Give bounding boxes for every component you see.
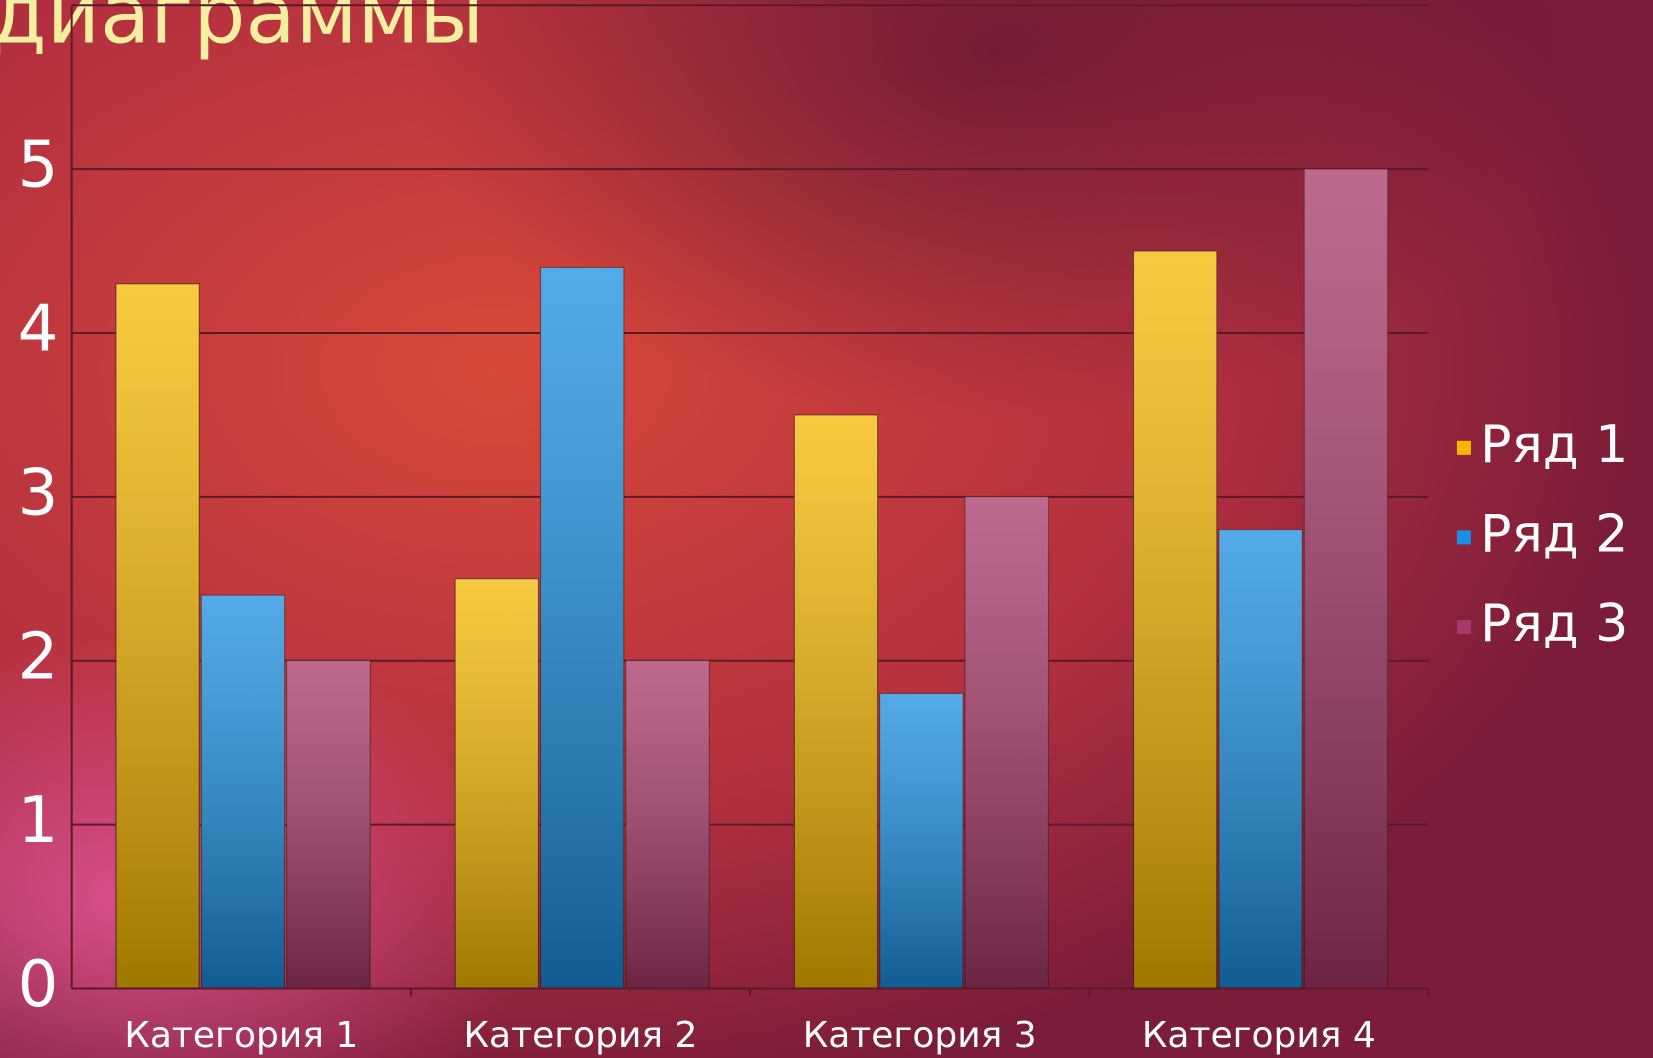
bar-shade — [965, 496, 1049, 989]
bar-shade — [1218, 529, 1303, 989]
x-tick-label: Категория 4 — [1142, 1015, 1376, 1056]
legend-label: Ряд 2 — [1480, 504, 1628, 564]
chart-title: диаграммы — [0, 0, 484, 62]
legend-swatch — [1456, 440, 1471, 455]
bar-shade — [625, 660, 710, 989]
bar-shade — [115, 283, 200, 989]
bar-shade — [879, 693, 964, 989]
y-tick-label: 0 — [18, 948, 59, 1022]
x-tick-label: Категория 1 — [124, 1015, 358, 1056]
legend-label: Ряд 3 — [1480, 594, 1628, 654]
legend-swatch — [1456, 530, 1471, 545]
legend-label: Ряд 1 — [1480, 415, 1628, 475]
bar-shade — [201, 595, 285, 989]
bar-shade — [1304, 169, 1388, 989]
x-tick-label: Категория 2 — [464, 1015, 698, 1056]
y-tick-label: 4 — [18, 293, 59, 367]
bar-shade — [794, 414, 878, 989]
y-tick-label: 5 — [18, 129, 59, 203]
bar-shade — [286, 660, 371, 989]
bar-shade — [1133, 251, 1217, 989]
legend-swatch — [1456, 620, 1471, 635]
y-tick-label: 1 — [18, 784, 59, 858]
y-tick-label: 3 — [18, 456, 59, 530]
bar-shade — [455, 578, 539, 989]
bar-shade — [540, 267, 624, 989]
y-tick-label: 2 — [18, 620, 59, 694]
x-tick-label: Категория 3 — [803, 1015, 1037, 1056]
